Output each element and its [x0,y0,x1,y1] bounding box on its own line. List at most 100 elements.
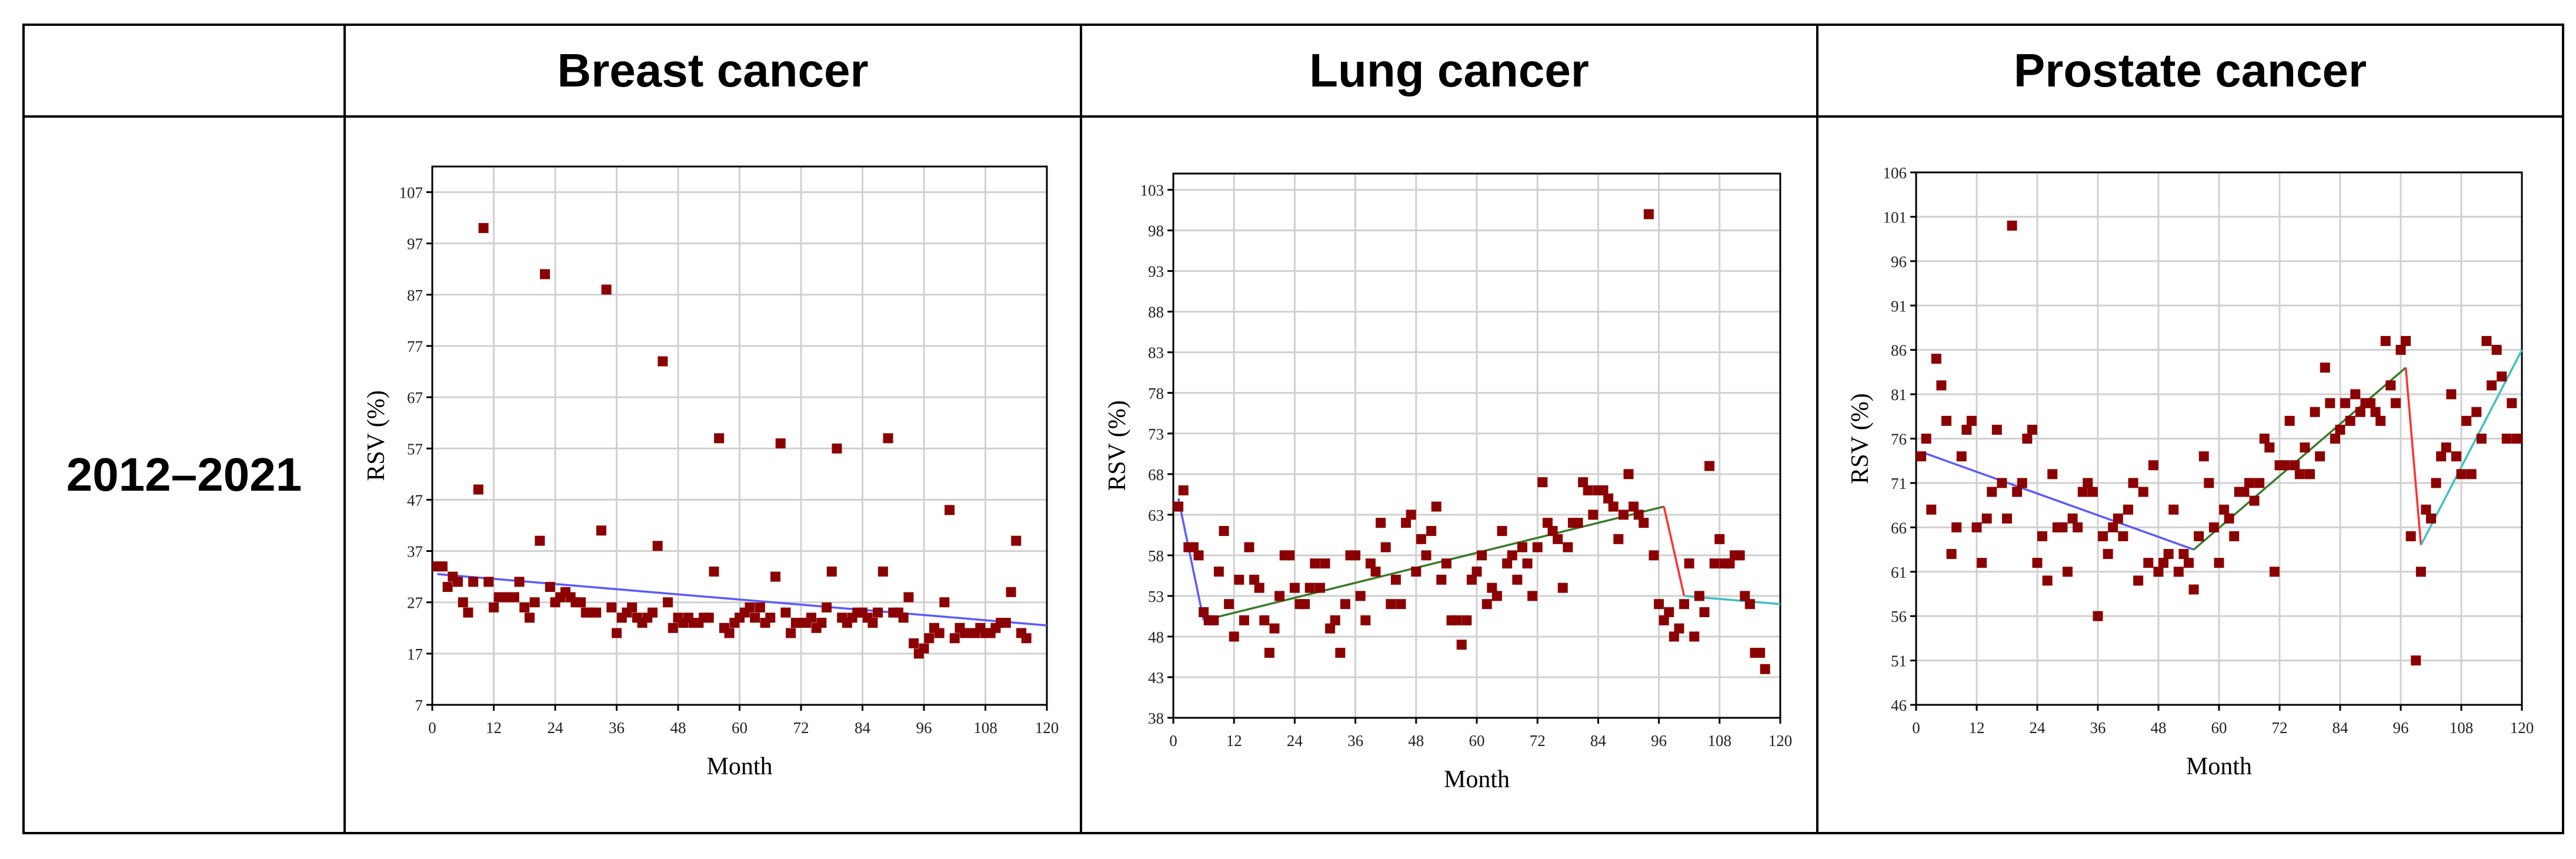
lung-data-point [1355,591,1366,601]
prostate-data-point [2027,424,2037,435]
lung-data-point [1244,542,1254,552]
lung-data-point [1390,574,1401,585]
breast-data-point [770,571,780,582]
header-prostate-cancer: Prostate cancer [2013,44,2367,96]
breast-data-point [442,582,453,592]
prostate-data-point [2426,513,2436,524]
prostate-data-point [2032,558,2043,568]
breast-x-tick-label: 12 [486,719,502,737]
breast-y-tick-label: 77 [407,338,423,355]
prostate-x-axis-label: Month [2186,753,2252,780]
breast-data-point [1000,618,1011,628]
prostate-y-tick-label: 61 [1891,564,1907,581]
lung-data-point [1744,599,1755,610]
prostate-data-point [2355,407,2365,417]
prostate-data-point [2471,407,2482,417]
prostate-data-point [2507,398,2517,408]
lung-plot-frame [1172,172,1781,719]
prostate-x-tick-label: 108 [2450,719,2474,737]
lung-data-point [1411,566,1422,577]
prostate-data-point [2340,398,2351,408]
breast-x-tick-label: 120 [1035,719,1059,737]
breast-data-point [755,602,765,612]
breast-data-point [601,284,612,295]
lung-data-point [1300,599,1310,610]
lung-data-point [1224,599,1234,610]
breast-x-tick-label: 36 [609,719,625,737]
prostate-data-point [2365,398,2375,408]
breast-data-point [483,577,494,587]
prostate-y-tick-label: 56 [1891,608,1907,625]
lung-data-point [1229,631,1239,642]
lung-data-point [1755,648,1766,658]
lung-data-point [1563,542,1573,552]
prostate-data-point [2229,531,2240,541]
prostate-data-point [2375,415,2386,426]
lung-data-point [1234,574,1244,585]
lung-data-point [1380,542,1391,552]
prostate-data-point [2163,549,2174,560]
prostate-y-tick-label: 46 [1891,697,1907,714]
lung-data-point [1669,631,1679,642]
prostate-data-point [2194,531,2204,541]
lung-x-tick-label: 108 [1708,732,1732,750]
lung-data-point [1436,574,1447,585]
lung-data-point [1406,510,1416,520]
breast-data-point [867,618,878,628]
prostate-data-point [2269,567,2280,577]
lung-y-axis-label: RSV (%) [1104,400,1131,491]
prostate-plot-frame [1915,171,2523,706]
lung-data-point [1199,607,1209,618]
prostate-data-point [2345,415,2355,426]
prostate-data-point [2148,460,2158,471]
prostate-y-tick-label: 76 [1891,431,1907,448]
header-corner-cell [24,25,345,116]
lung-data-point [1664,607,1674,618]
lung-y-tick-label: 83 [1148,344,1164,362]
prostate-x-tick-label: 84 [2333,719,2349,737]
prostate-data-point [1916,451,1927,462]
breast-data-point [724,628,735,638]
breast-data-point [745,602,755,612]
lung-data-point [1643,209,1654,219]
lung-data-point [1608,501,1619,512]
breast-data-point [478,223,489,234]
breast-data-point [606,602,617,612]
breast-y-tick-label: 7 [415,697,423,714]
lung-y-tick-label: 98 [1148,222,1164,240]
breast-y-tick-label: 27 [407,594,423,612]
breast-data-point [612,628,622,638]
lung-data-point [1760,664,1770,674]
prostate-data-point [2198,451,2209,462]
breast-data-point [453,577,463,587]
prostate-data-point [2037,531,2048,541]
lung-data-point [1426,525,1437,536]
prostate-x-tick-label: 0 [1912,719,1920,737]
prostate-y-tick-label: 106 [1883,164,1907,182]
prostate-data-point [2290,460,2300,471]
prostate-data-point [2451,451,2461,462]
prostate-data-point [2214,558,2224,568]
lung-data-point [1335,648,1346,658]
prostate-y-tick-label: 81 [1891,386,1907,404]
prostate-data-point [2208,522,2219,532]
prostate-data-point [1966,415,1977,426]
lung-data-point [1451,615,1462,625]
prostate-data-point [2063,567,2073,577]
breast-data-point [924,633,935,644]
breast-data-point [877,566,888,577]
prostate-data-point [2294,469,2305,480]
prostate-data-point [2098,531,2108,541]
lung-data-point [1659,615,1669,625]
breast-data-point [529,597,540,608]
lung-data-point [1639,518,1649,528]
lung-data-point [1588,510,1599,520]
prostate-data-point [2511,434,2522,444]
prostate-data-point [2073,522,2083,532]
lung-data-point [1188,542,1199,552]
lung-data-point [1360,615,1371,625]
lung-data-point [1365,558,1376,569]
prostate-data-point [2113,513,2123,524]
prostate-data-point [2466,469,2477,480]
prostate-data-point [2103,549,2113,560]
